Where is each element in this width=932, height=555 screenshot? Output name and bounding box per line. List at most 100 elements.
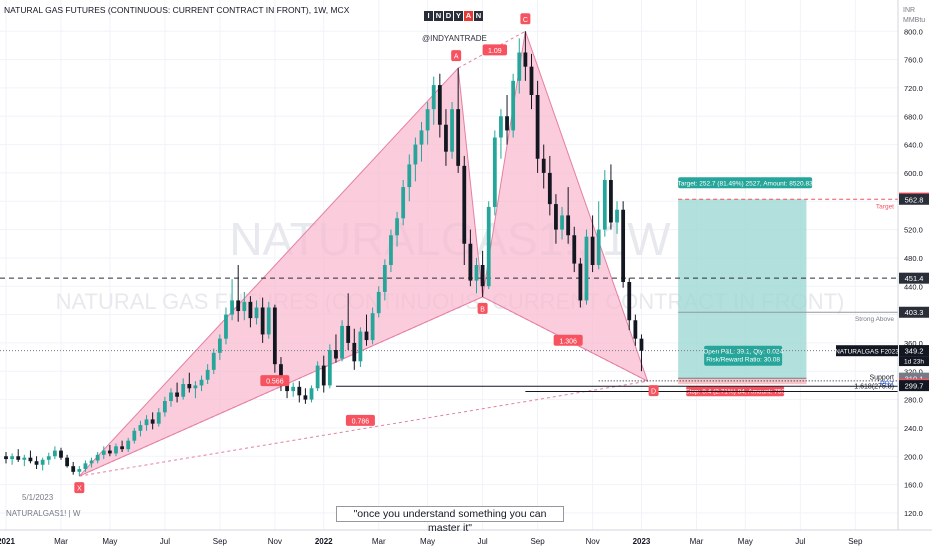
candle-body xyxy=(34,461,39,465)
symbol-tag-text: NATURALGAS F2023 xyxy=(835,349,899,356)
candle-body xyxy=(132,430,137,441)
candle-body xyxy=(187,384,192,389)
candle-body xyxy=(529,66,534,95)
candle-body xyxy=(560,215,564,230)
pattern-point-a: A xyxy=(451,50,462,62)
candle-body xyxy=(517,52,522,81)
candle-body xyxy=(95,454,100,461)
candle-body xyxy=(205,369,210,380)
candle-body xyxy=(162,401,167,413)
candle-body xyxy=(279,364,283,386)
candle-body xyxy=(181,384,186,397)
time-tick-label: 2021 xyxy=(0,537,15,546)
brand-letter: D xyxy=(444,11,453,21)
time-tick-label: 2022 xyxy=(315,537,333,546)
target-label-text: Target: 252.7 (81.49%) 2527, Amount: 852… xyxy=(678,180,814,187)
time-tick-label: May xyxy=(102,537,117,546)
candle-body xyxy=(541,158,546,173)
target-label: Target: 252.7 (81.49%) 2527, Amount: 852… xyxy=(678,177,814,189)
candle-body xyxy=(28,457,33,462)
price-tick-label: 440.0 xyxy=(904,282,923,291)
quote-box: "once you understand something you can m… xyxy=(336,506,564,534)
candle-body xyxy=(327,350,332,386)
ratio-label-text: 1.09 xyxy=(488,48,502,55)
price-tag-bg xyxy=(899,345,929,357)
stop-label-text: Stop: 8.4 (2.71%) 84, Amount: 750 xyxy=(685,389,785,396)
price-tag: 403.3 xyxy=(899,306,929,318)
price-tag: 451.4 xyxy=(899,272,929,284)
candle-body xyxy=(120,446,124,450)
candle-body xyxy=(444,124,448,152)
candle-body xyxy=(217,338,222,353)
candle-body xyxy=(46,456,51,460)
pattern-point-bg xyxy=(451,50,462,62)
pattern-point-c: C xyxy=(520,13,531,25)
candle-body xyxy=(236,300,241,312)
candle-body xyxy=(602,180,607,230)
candle-body xyxy=(566,215,571,236)
open-pnl-text: Open P&L: 39.1, Qty: 0.024 xyxy=(703,349,783,356)
candle-body xyxy=(419,130,424,145)
candle-body xyxy=(621,209,626,282)
ratio-label-bg xyxy=(553,334,583,346)
symbol-footer: NATURALGAS1! | W xyxy=(6,509,81,518)
price-tag-text: 451.4 xyxy=(905,274,924,283)
time-tick-label: May xyxy=(420,537,435,546)
pattern-point-label: C xyxy=(523,17,528,24)
price-tag-text: 403.3 xyxy=(905,308,924,317)
ratio-label-bg xyxy=(482,44,508,56)
candle-body xyxy=(321,365,326,386)
brand-letter: N xyxy=(474,11,483,21)
time-tick-label: Sep xyxy=(530,537,545,546)
candle-body xyxy=(407,164,412,188)
pattern-ratio-line xyxy=(79,380,648,477)
strong-above-label: Strong Above xyxy=(855,316,894,323)
price-tick-label: 600.0 xyxy=(904,169,923,178)
candle-body xyxy=(499,116,503,138)
candle-body xyxy=(59,450,63,458)
candle-body xyxy=(260,307,265,335)
price-tag-text: 349.2 xyxy=(905,347,924,356)
pattern-point-bg xyxy=(74,482,85,494)
unit-label: MMBtu xyxy=(903,17,925,24)
price-tag: 349.2 1d 23h xyxy=(899,345,929,367)
candle-body xyxy=(395,218,399,236)
ratio-label: 0.786 xyxy=(345,414,375,426)
price-tag-bg xyxy=(899,193,929,205)
candle-body xyxy=(358,331,363,362)
candle-body xyxy=(474,265,479,281)
candle-body xyxy=(303,395,308,400)
candle-body xyxy=(364,331,369,341)
chart-title: NATURAL GAS FUTURES (CONTINUOUS: CURRENT… xyxy=(4,5,350,15)
candle-body xyxy=(340,325,344,359)
candle-body xyxy=(101,450,106,455)
candle-body xyxy=(266,307,271,335)
pattern-point-d: D xyxy=(648,385,659,397)
candle-body xyxy=(89,460,94,464)
candle-body xyxy=(468,243,473,281)
brand-logo: I N D Y A N xyxy=(424,11,483,21)
candle-body xyxy=(547,172,552,205)
ratio-label-text: 0.786 xyxy=(352,418,370,425)
time-tick-label: Jul xyxy=(795,537,805,546)
price-tag-text: 299.7 xyxy=(905,382,924,391)
candle-body xyxy=(389,235,393,265)
candle-body xyxy=(10,456,15,460)
ratio-label-text: 0.566 xyxy=(266,379,284,386)
prz-label: PRZ xyxy=(880,381,895,388)
candle-body xyxy=(150,419,155,424)
price-tag-bg xyxy=(899,306,929,318)
price-tick-label: 280.0 xyxy=(904,396,923,405)
candle-body xyxy=(107,450,112,454)
brand-letter: Y xyxy=(454,11,463,21)
date-label: 5/1/2023 xyxy=(22,493,54,502)
candle-body xyxy=(114,446,118,454)
candle-body xyxy=(615,209,619,223)
candle-body xyxy=(437,85,442,125)
candle-body xyxy=(193,385,198,389)
candle-body xyxy=(138,425,143,431)
price-tick-label: 800.0 xyxy=(904,27,923,36)
pattern-point-bg xyxy=(520,13,531,25)
